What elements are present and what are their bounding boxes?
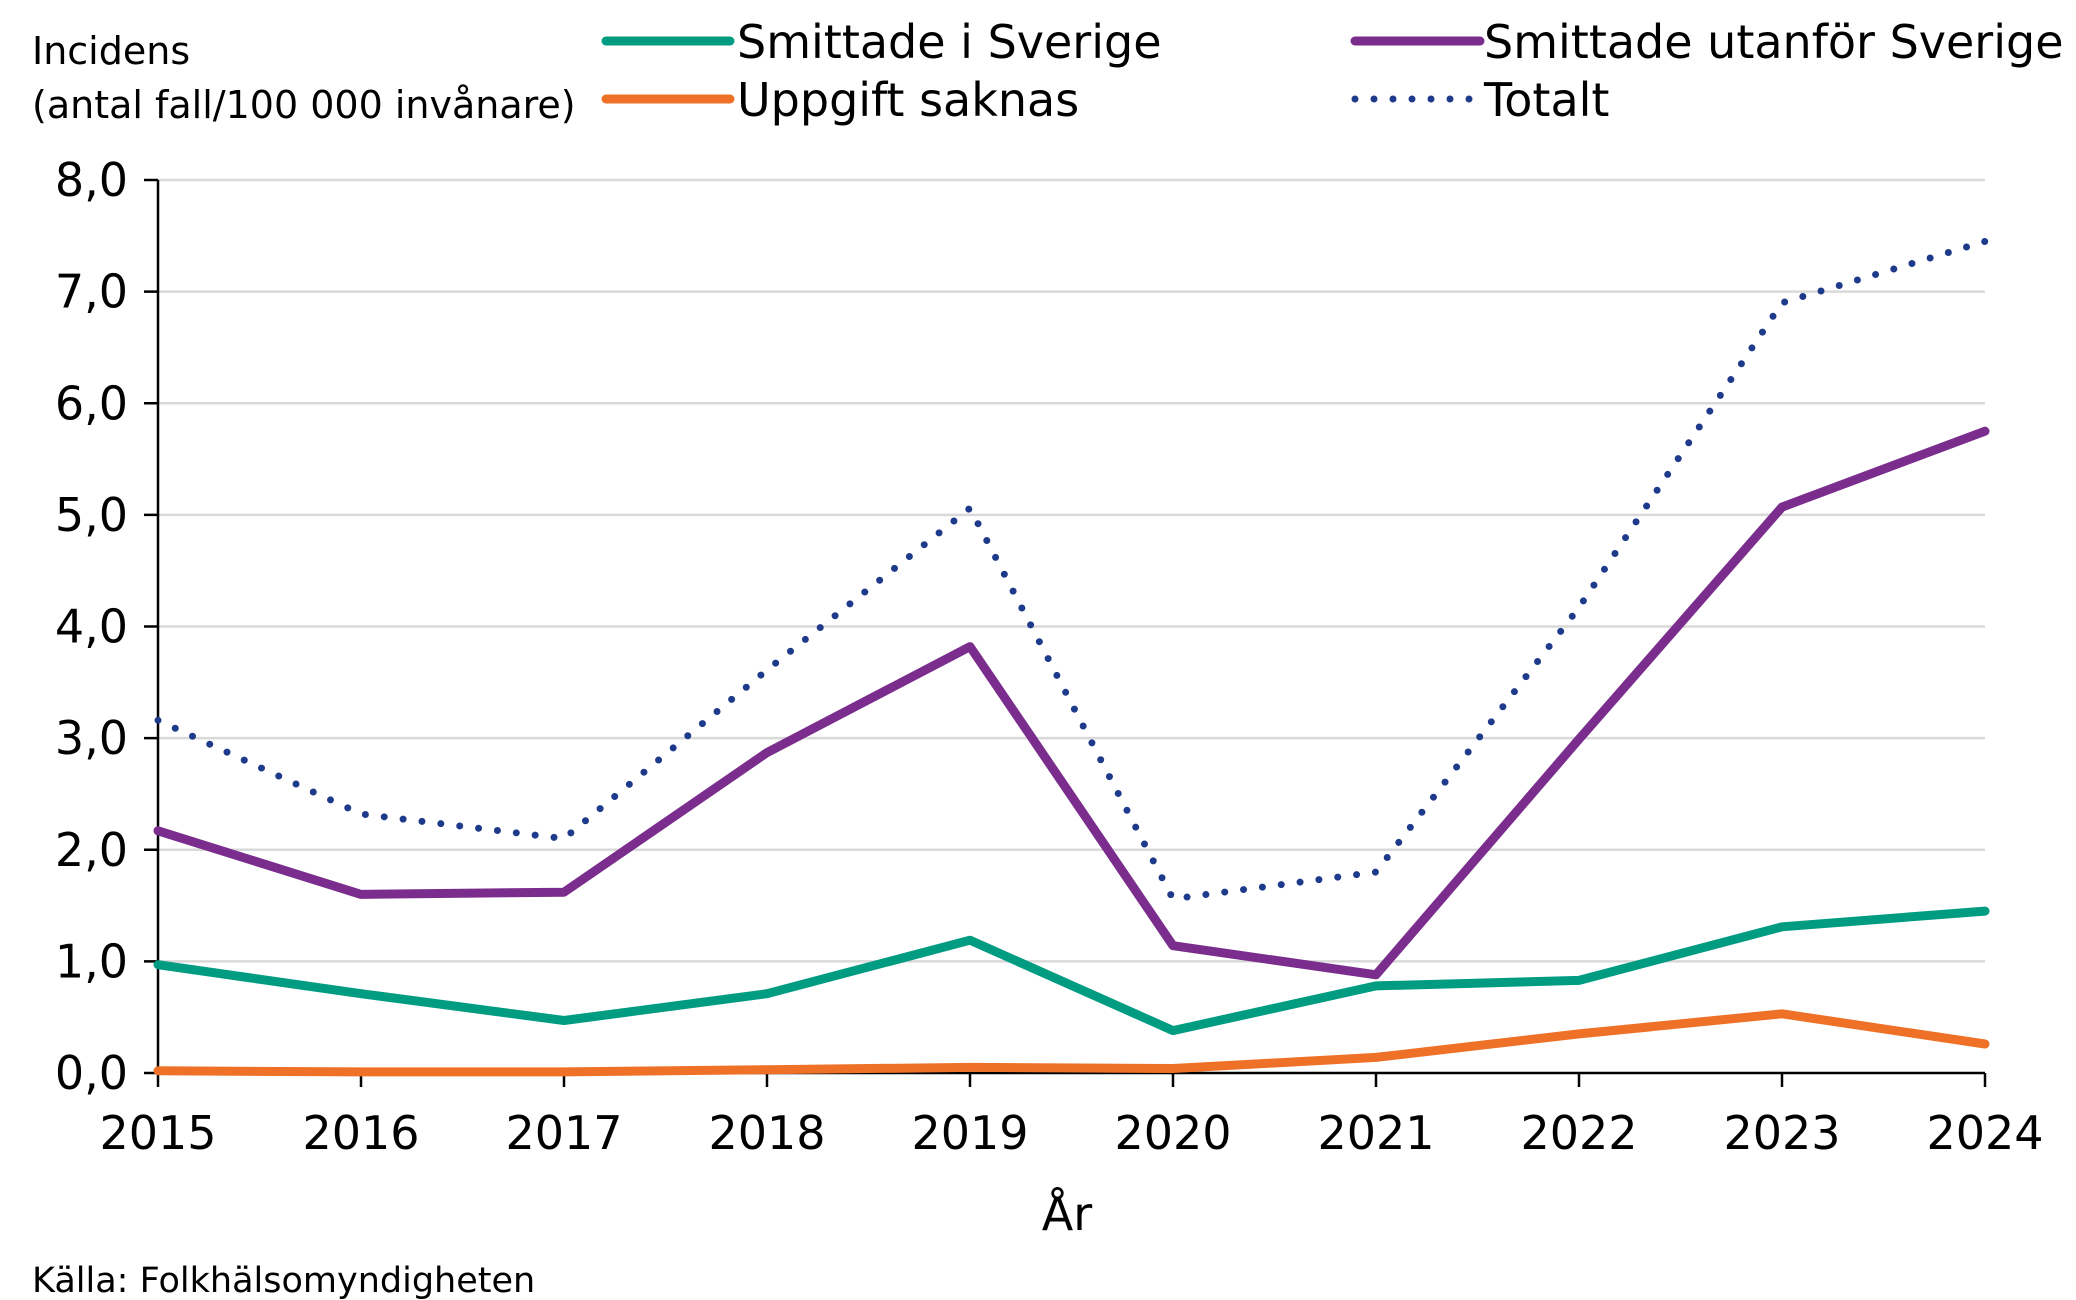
- x-tick-label: 2019: [911, 1106, 1028, 1160]
- x-tick-label: 2016: [302, 1106, 419, 1160]
- x-tick-label: 2022: [1520, 1106, 1637, 1160]
- y-tick-label: 7,0: [55, 265, 128, 319]
- x-tick-labels: 2015 2016 2017 2018 2019 2020 2021 2022 2023 2024: [99, 1106, 2043, 1160]
- x-tick-label: 2015: [99, 1106, 216, 1160]
- series-lines: [153, 237, 1990, 1077]
- legend-label: Totalt: [1483, 73, 1609, 127]
- x-tick-label: 2023: [1723, 1106, 1840, 1160]
- source-note: Källa: Folkhälsomyndigheten: [32, 1261, 535, 1300]
- series-line: [153, 1009, 1990, 1077]
- axes: [144, 178, 1987, 1087]
- x-tick-label: 2020: [1114, 1106, 1231, 1160]
- y-tick-label: 4,0: [55, 600, 128, 654]
- x-tick-label: 2024: [1926, 1106, 2043, 1160]
- legend-label: Smittade utanför Sverige: [1484, 15, 2064, 69]
- y-tick-label: 3,0: [55, 711, 128, 765]
- series-line: [153, 426, 1990, 980]
- gridlines: [158, 178, 1985, 963]
- y-tick-label: 5,0: [55, 488, 128, 542]
- y-tick-label: 6,0: [55, 376, 128, 430]
- legend-label: Uppgift saknas: [737, 73, 1079, 127]
- x-tick-label: 2021: [1317, 1106, 1434, 1160]
- legend-label: Smittade i Sverige: [737, 15, 1162, 69]
- y-axis-title: Incidens: [32, 29, 190, 73]
- y-axis-subtitle: (antal fall/100 000 invånare): [32, 83, 576, 127]
- y-tick-labels: 0,0 1,0 2,0 3,0 4,0 5,0 6,0 7,0 8,0: [55, 153, 128, 1100]
- x-axis-title: År: [1042, 1187, 1092, 1241]
- legend: Smittade i Sverige Smittade utanför Sveri…: [601, 15, 2064, 127]
- x-tick-label: 2018: [708, 1106, 825, 1160]
- series-line: [154, 237, 1989, 903]
- y-tick-label: 1,0: [55, 934, 128, 988]
- y-tick-label: 2,0: [55, 823, 128, 877]
- x-tick-label: 2017: [505, 1106, 622, 1160]
- y-tick-label: 0,0: [55, 1046, 128, 1100]
- y-tick-label: 8,0: [55, 153, 128, 207]
- series-line: [153, 906, 1990, 1036]
